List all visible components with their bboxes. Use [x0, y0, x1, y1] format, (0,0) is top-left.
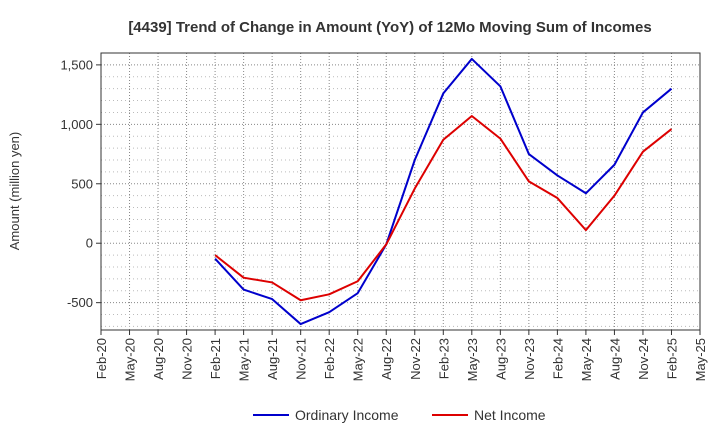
series-line-ordinary-income — [214, 57, 673, 326]
y-tick-label: 0 — [86, 236, 93, 251]
x-tick-label: Aug-20 — [151, 338, 166, 380]
x-tick-label: Nov-20 — [180, 338, 195, 380]
x-tick-label: Feb-25 — [664, 338, 679, 379]
legend-label-net-income: Net Income — [474, 407, 546, 423]
y-axis-label: Amount (million yen) — [7, 132, 22, 251]
y-axis: -500 0 500 1,000 1,500 — [60, 57, 101, 310]
x-tick-label: Nov-23 — [522, 338, 537, 380]
x-tick-label: Aug-23 — [493, 338, 508, 380]
series-group — [214, 57, 673, 326]
x-tick-label: Feb-23 — [436, 338, 451, 379]
x-tick-label: May-23 — [465, 338, 480, 381]
x-tick-label: May-21 — [237, 338, 252, 381]
x-tick-label: Feb-22 — [322, 338, 337, 379]
x-tick-label: May-25 — [693, 338, 708, 381]
x-tick-label: Feb-20 — [94, 338, 109, 379]
y-tick-label: 1,500 — [60, 57, 93, 72]
legend: Ordinary Income Net Income — [253, 407, 546, 423]
x-tick-label: May-22 — [351, 338, 366, 381]
x-tick-label: Aug-22 — [379, 338, 394, 380]
x-tick-label: Aug-21 — [265, 338, 280, 380]
x-axis: Feb-20 May-20 Aug-20 Nov-20 Feb-21 May-21 Aug-… — [94, 330, 708, 381]
x-tick-label: Nov-24 — [636, 338, 651, 380]
x-tick-label: Aug-24 — [607, 338, 622, 380]
x-tick-label: May-24 — [579, 338, 594, 381]
x-tick-label: Feb-21 — [208, 338, 223, 379]
chart-title: [4439] Trend of Change in Amount (YoY) o… — [128, 19, 651, 36]
plot-frame — [100, 52, 701, 331]
series-line-net-income — [214, 115, 673, 302]
x-tick-label: May-20 — [123, 338, 138, 381]
y-tick-label: 1,000 — [60, 117, 93, 132]
y-tick-label: -500 — [67, 295, 93, 310]
legend-label-ordinary-income: Ordinary Income — [295, 407, 399, 423]
x-tick-label: Feb-24 — [550, 338, 565, 379]
grid — [101, 52, 700, 330]
x-tick-label: Nov-21 — [294, 338, 309, 380]
x-tick-label: Nov-22 — [408, 338, 423, 380]
y-tick-label: 500 — [71, 176, 93, 191]
